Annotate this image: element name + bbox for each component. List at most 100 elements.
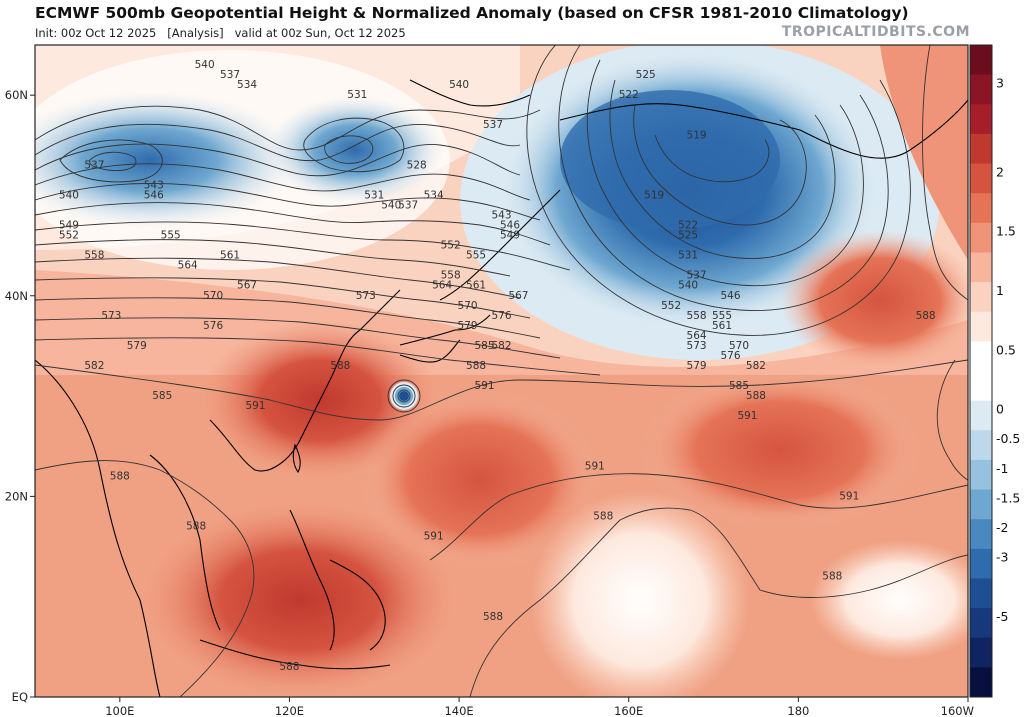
contour-label: 519 <box>687 129 707 141</box>
contour-label: 591 <box>424 531 444 543</box>
contour-label: 537 <box>398 199 418 211</box>
contour-label: 579 <box>687 360 707 372</box>
colorbar-label: 2 <box>996 164 1004 179</box>
brand-watermark: TROPICALTIDBITS.COM <box>781 24 970 40</box>
contour-label: 576 <box>720 350 740 362</box>
contour-label: 537 <box>220 69 240 81</box>
contour-label: 531 <box>364 189 384 201</box>
colorbar-label: -2 <box>996 520 1008 535</box>
colorbar-swatch <box>970 193 992 224</box>
contour-label: 540 <box>195 59 215 71</box>
contour-label: 591 <box>737 410 757 422</box>
contour-label: 540 <box>381 199 401 211</box>
contour-label: 567 <box>508 290 528 302</box>
contour-label: 531 <box>347 89 367 101</box>
colorbar-swatch <box>970 489 992 520</box>
colorbar-label: -3 <box>996 550 1008 565</box>
contour-label: 558 <box>84 250 104 262</box>
map-title: ECMWF 500mb Geopotential Height & Normal… <box>35 4 909 22</box>
contour-label: 537 <box>84 159 104 171</box>
contour-label: 573 <box>356 290 376 302</box>
colorbar-swatch <box>970 222 992 253</box>
colorbar-swatch <box>970 667 992 698</box>
contour-label: 552 <box>661 300 681 312</box>
contour-label: 543 <box>144 179 164 191</box>
map-subtitle: Init: 00z Oct 12 2025 [Analysis] valid a… <box>35 26 406 40</box>
contour-label: 537 <box>483 119 503 131</box>
colorbar-swatch <box>970 282 992 313</box>
contour-label: 585 <box>152 390 172 402</box>
contour-label: 552 <box>59 230 79 242</box>
colorbar-swatch <box>970 104 992 135</box>
colorbar-label: -5 <box>996 609 1008 624</box>
contour-label: 522 <box>678 220 698 232</box>
contour-label: 591 <box>585 460 605 472</box>
contour-label: 561 <box>712 320 732 332</box>
contour-label: 546 <box>144 189 164 201</box>
colorbar-swatch <box>970 519 992 550</box>
contour-label: 555 <box>161 230 181 242</box>
contour-label: 591 <box>839 490 859 502</box>
contour-label: 549 <box>500 230 520 242</box>
contour-label: 573 <box>687 340 707 352</box>
colorbar-label: -1.5 <box>996 490 1020 505</box>
axis-labels: 60N 40N 20N EQ 100E 120E 140E 160E 180 160W <box>5 88 974 717</box>
contour-label: 570 <box>458 300 478 312</box>
contour-label: 561 <box>220 250 240 262</box>
colorbar-swatch <box>970 74 992 105</box>
contour-label: 552 <box>441 240 461 252</box>
contour-label: 519 <box>644 189 664 201</box>
contour-label: 588 <box>466 360 486 372</box>
contour-label: 579 <box>127 340 147 352</box>
contour-label: 588 <box>593 510 613 522</box>
lon-label: 140E <box>444 704 473 717</box>
contour-label: 564 <box>178 260 198 272</box>
colorbar-swatch <box>970 311 992 342</box>
colorbar-label: 1 <box>996 283 1004 298</box>
contour-label: 549 <box>59 220 79 232</box>
colorbar: 3 2 1.5 1 0.5 0 -0.5 -1 -1.5 -2 -3 -5 <box>969 44 1020 698</box>
contour-label: 585 <box>475 340 495 352</box>
contour-label: 588 <box>483 611 503 623</box>
contour-label: 588 <box>330 360 350 372</box>
contour-label: 555 <box>712 310 732 322</box>
contour-label: 564 <box>687 330 707 342</box>
lon-label: 180 <box>787 704 809 717</box>
map-frame <box>34 44 969 698</box>
contour-label: 585 <box>729 380 749 392</box>
contour-label: 534 <box>424 189 444 201</box>
contour-label: 525 <box>678 230 698 242</box>
colorbar-swatch <box>970 252 992 283</box>
colorbar-swatch <box>970 371 992 402</box>
contour-label: 588 <box>186 520 206 532</box>
contour-label: 555 <box>466 250 486 262</box>
contour-label: 588 <box>916 310 936 322</box>
colorbar-swatch <box>970 400 992 431</box>
contour-label: 582 <box>746 360 766 372</box>
contour-label: 558 <box>687 310 707 322</box>
contour-label: 591 <box>246 400 266 412</box>
contour-label: 540 <box>59 189 79 201</box>
lat-label: EQ <box>12 690 28 704</box>
contour-label: 582 <box>491 340 511 352</box>
contour-label: 540 <box>678 280 698 292</box>
contour-label: 570 <box>729 340 749 352</box>
colorbar-swatch <box>970 341 992 372</box>
contour-label: 564 <box>432 280 452 292</box>
colorbar-swatch <box>970 163 992 194</box>
colorbar-swatch <box>970 459 992 491</box>
lon-label: 160E <box>614 704 643 717</box>
lat-label: 60N <box>5 88 28 102</box>
contour-label: 576 <box>491 310 511 322</box>
colorbar-frame <box>969 44 993 698</box>
colorbar-swatch <box>970 637 992 668</box>
lon-label: 160W <box>941 704 974 717</box>
contour-label: 537 <box>687 270 707 282</box>
contour-label: 588 <box>110 470 130 482</box>
colorbar-label: 1.5 <box>996 224 1016 239</box>
contour-label: 591 <box>475 380 495 392</box>
contour-label: 531 <box>678 250 698 262</box>
height-contours <box>35 45 968 697</box>
